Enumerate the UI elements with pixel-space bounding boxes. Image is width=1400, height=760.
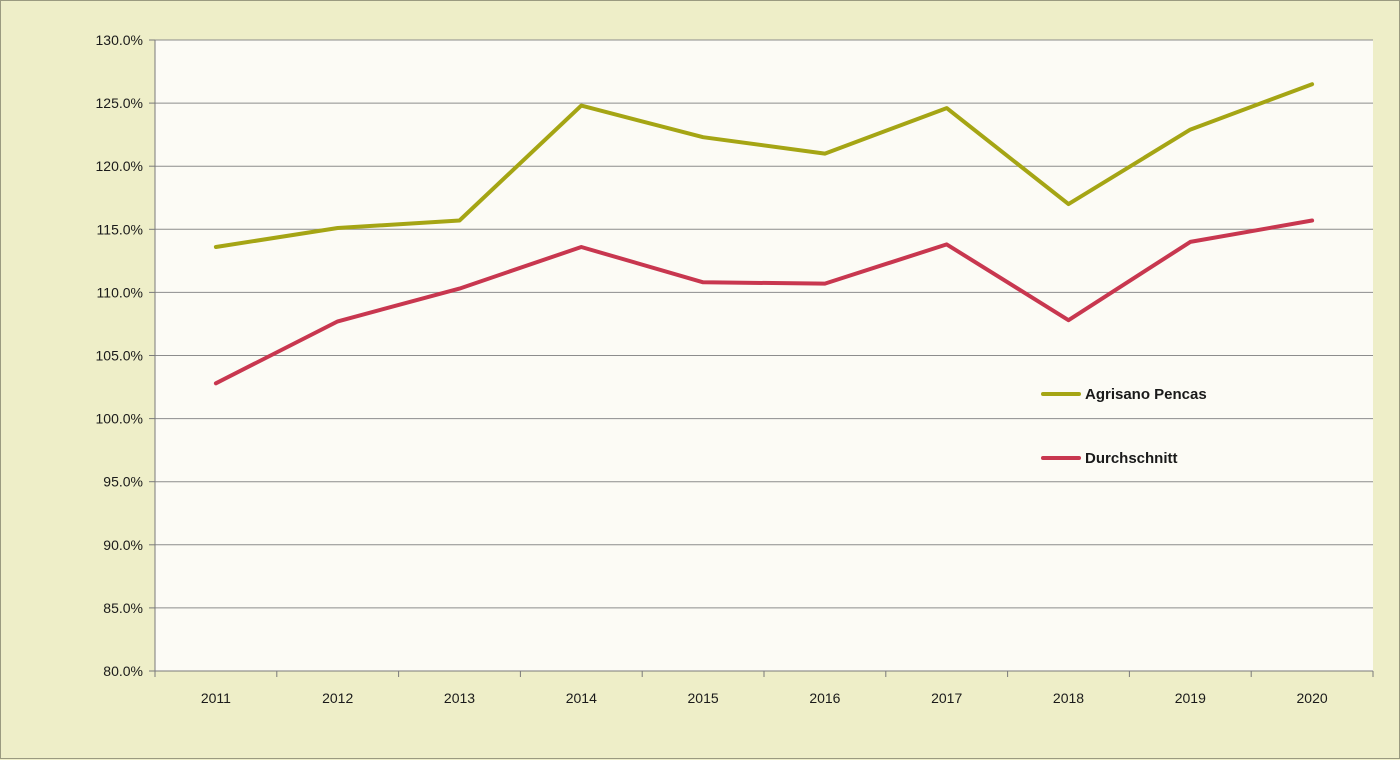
legend: Agrisano Pencas Durchschnitt (1041, 386, 1207, 467)
x-tick-label: 2015 (688, 690, 719, 706)
y-tick-label: 80.0% (103, 663, 143, 679)
x-axis-tick-labels: 2011 2012 2013 2014 2015 2016 2017 2018 2019 2020 (201, 690, 1328, 706)
x-tick-label: 2017 (931, 690, 962, 706)
series-line-2 (213, 218, 1315, 386)
gridlines (155, 39, 1373, 609)
y-tick-label: 125.0% (96, 95, 143, 111)
x-tick-label: 2020 (1297, 690, 1328, 706)
y-tick-label: 110.0% (97, 284, 143, 300)
series-line-1 (213, 82, 1315, 249)
x-tick-label: 2011 (201, 690, 231, 706)
y-tick-label: 130.0% (96, 32, 143, 48)
x-tick-label: 2014 (566, 690, 597, 706)
series-lines (213, 82, 1315, 386)
y-tick-label: 115.0% (97, 221, 143, 237)
x-tick-label: 2013 (444, 690, 475, 706)
legend-label-1: Agrisano Pencas (1085, 386, 1207, 403)
y-tick-label: 95.0% (103, 474, 143, 490)
x-tick-label: 2019 (1175, 690, 1206, 706)
legend-label-2: Durchschnitt (1085, 450, 1178, 467)
y-tick-label: 100.0% (96, 411, 143, 427)
y-axis-tick-labels: 80.0% 85.0% 90.0% 95.0% 100.0% 105.0% 110.0% 11… (96, 32, 143, 679)
y-tick-label: 105.0% (96, 348, 143, 364)
axes (149, 39, 1374, 677)
y-tick-label: 120.0% (96, 158, 143, 174)
x-tick-label: 2018 (1053, 690, 1084, 706)
y-tick-label: 85.0% (103, 600, 143, 616)
y-tick-label: 90.0% (103, 537, 143, 553)
x-tick-label: 2012 (322, 690, 353, 706)
x-tick-label: 2016 (809, 690, 840, 706)
